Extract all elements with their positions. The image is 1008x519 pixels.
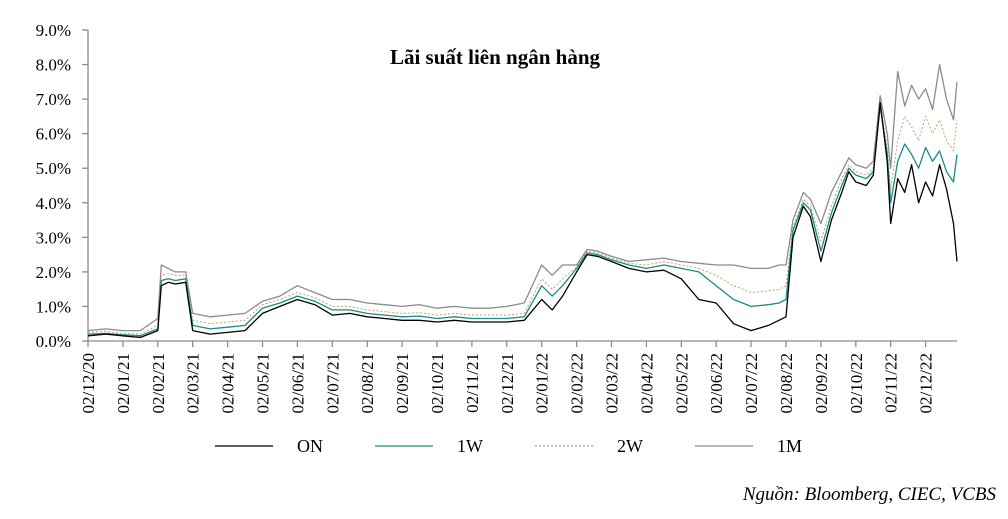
x-tick-label: 02/11/22 — [882, 353, 901, 413]
legend-label-2w: 2W — [617, 436, 643, 456]
x-tick-label: 02/12/22 — [917, 353, 936, 413]
x-tick-label: 02/01/21 — [114, 353, 133, 413]
x-tick-label: 02/08/21 — [358, 353, 377, 413]
legend-label-on: ON — [297, 436, 323, 456]
series-lines — [87, 63, 958, 339]
x-tick-label: 02/07/22 — [742, 353, 761, 413]
y-tick-label: 5.0% — [36, 159, 71, 178]
y-tick-label: 8.0% — [36, 56, 71, 75]
series-line-1m — [87, 63, 958, 332]
x-tick-label: 02/03/22 — [603, 353, 622, 413]
legend-label-1m: 1M — [777, 436, 802, 456]
chart-title: Lãi suất liên ngân hàng — [390, 45, 601, 69]
x-tick-label: 02/02/22 — [568, 353, 587, 413]
y-tick-label: 9.0% — [36, 21, 71, 40]
x-tick-label: 02/05/21 — [254, 353, 273, 413]
x-tick-label: 02/07/21 — [323, 353, 342, 413]
y-tick-label: 6.0% — [36, 125, 71, 144]
x-tick-label: 02/12/20 — [79, 353, 98, 413]
x-tick-label: 02/03/21 — [184, 353, 203, 413]
legend: ON 1W 2W 1M — [215, 436, 802, 456]
y-tick-label: 4.0% — [36, 194, 71, 213]
y-tick-label: 7.0% — [36, 90, 71, 109]
x-tick-label: 02/01/22 — [533, 353, 552, 413]
series-line-2w — [87, 102, 958, 335]
source-note: Nguồn: Bloomberg, CIEC, VCBS — [742, 484, 996, 505]
x-tick-label: 02/08/22 — [777, 353, 796, 413]
y-axis: 0.0% 1.0% 2.0% 3.0% 4.0% 5.0% 6.0% 7.0% 8.0% 9.0% — [36, 21, 89, 351]
x-tick-label: 02/10/22 — [847, 353, 866, 413]
series-line-on — [87, 101, 958, 339]
x-tick-label: 02/06/21 — [288, 353, 307, 413]
x-tick-label: 02/11/21 — [463, 353, 482, 413]
x-tick-label: 02/04/21 — [219, 353, 238, 413]
y-tick-label: 2.0% — [36, 263, 71, 282]
x-tick-label: 02/04/22 — [637, 353, 656, 413]
x-tick-label: 02/09/21 — [393, 353, 412, 413]
x-axis: 02/12/20 02/01/21 02/02/21 02/03/21 02/04/21… — [79, 340, 957, 413]
x-tick-label: 02/02/21 — [149, 353, 168, 413]
y-tick-label: 0.0% — [36, 332, 71, 351]
y-tick-label: 3.0% — [36, 228, 71, 247]
legend-label-1w: 1W — [457, 436, 483, 456]
x-tick-label: 02/06/22 — [707, 353, 726, 413]
x-tick-label: 02/12/21 — [498, 353, 517, 413]
x-tick-label: 02/09/22 — [812, 353, 831, 413]
x-tick-label: 02/05/22 — [672, 353, 691, 413]
x-tick-label: 02/10/21 — [428, 353, 447, 413]
y-tick-label: 1.0% — [36, 297, 71, 316]
